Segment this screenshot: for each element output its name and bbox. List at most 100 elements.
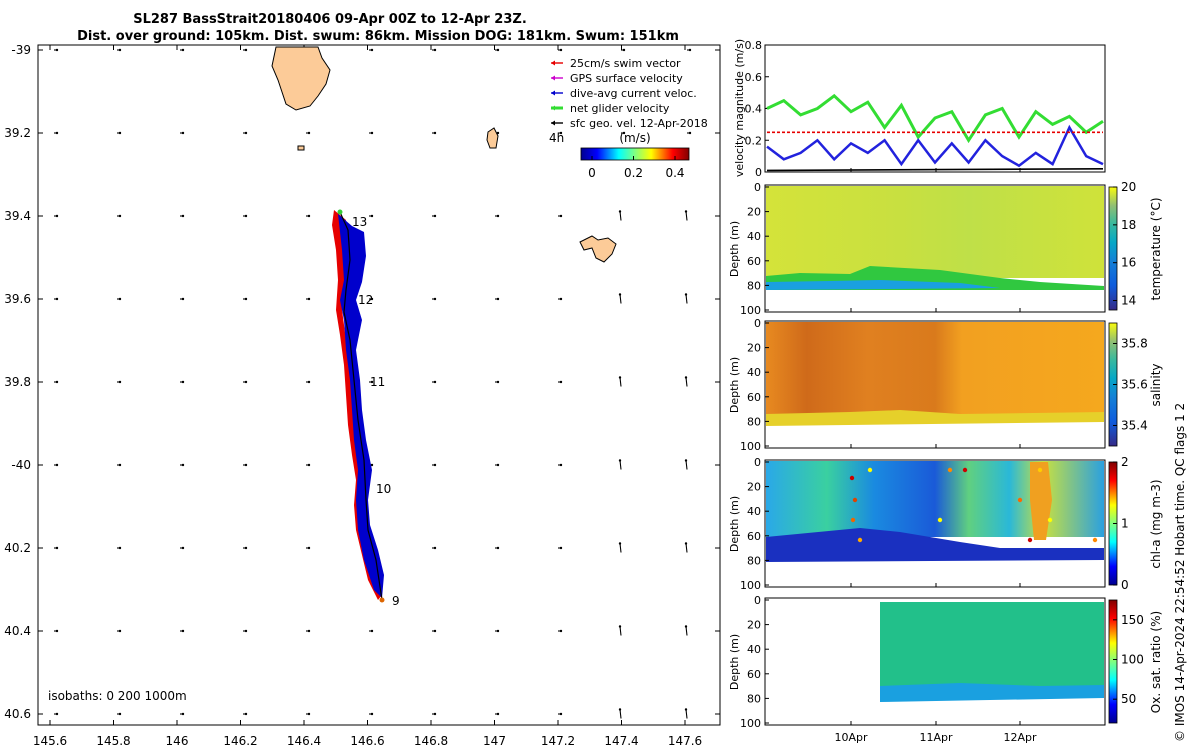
legend-arrowhead <box>551 90 555 96</box>
velocity-series-line <box>766 124 1104 168</box>
surface-velocity-arrowhead <box>496 463 500 467</box>
map-x-tick-label: 145.6 <box>33 734 67 748</box>
legend-arrowhead <box>551 60 555 66</box>
depth-tick-label: 20 <box>747 206 761 219</box>
current-swath <box>338 214 384 598</box>
surface-velocity-arrowhead <box>618 210 622 213</box>
track-start-point <box>379 597 385 603</box>
surface-velocity-arrowhead <box>559 712 563 716</box>
map-legend: 25cm/s swim vector GPS surface velocity di… <box>551 57 708 130</box>
oxygen-field <box>880 602 1104 686</box>
depth-tick-label: 40 <box>747 643 761 656</box>
surface-velocity-arrowhead <box>118 629 122 633</box>
depth-tick-label: 80 <box>747 279 761 292</box>
map-x-tick-label: 146.2 <box>223 734 257 748</box>
surface-velocity-arrow <box>685 377 688 387</box>
chl-a-sample-dot <box>852 497 858 503</box>
surface-velocity-arrowhead <box>684 625 688 628</box>
map-x-tick-label: 147.4 <box>604 734 638 748</box>
velocity-y-tick-label: 0.8 <box>745 39 763 52</box>
legend-entry: net glider velocity <box>570 102 670 115</box>
surface-velocity-arrow <box>685 294 688 304</box>
surface-velocity-arrowhead <box>55 712 59 716</box>
map-y-tick-label: 39.4 <box>4 209 31 223</box>
surface-velocity-arrowhead <box>307 380 311 384</box>
surface-velocity-arrowhead <box>181 380 185 384</box>
velocity-ylabel: velocity magnitude (m/s) <box>733 39 746 177</box>
surface-velocity-arrowhead <box>118 131 122 135</box>
velocity-y-tick-label: 0 <box>755 166 762 179</box>
velocity-series <box>766 93 1104 172</box>
surface-velocity-arrowhead <box>370 380 374 384</box>
chl-a-field <box>766 461 1104 537</box>
depth-tick-label: 40 <box>747 505 761 518</box>
surface-velocity-arrowhead <box>684 376 688 379</box>
surface-velocity-arrowhead <box>181 712 185 716</box>
land-islet-c <box>297 145 305 151</box>
day-label: 10 <box>376 482 391 496</box>
chl-a-sample-dot <box>1092 537 1098 543</box>
surface-velocity-arrowhead <box>496 546 500 550</box>
chl-a-sample-dot <box>1037 467 1043 473</box>
surface-velocity-arrow <box>619 211 622 221</box>
surface-velocity-arrowhead <box>244 629 248 633</box>
surface-velocity-arrowhead <box>433 131 437 135</box>
surface-velocity-arrowhead <box>559 214 563 218</box>
surface-velocity-arrowhead <box>244 546 248 550</box>
temperature-panel-frame <box>764 184 1106 313</box>
surface-velocity-arrowhead <box>433 463 437 467</box>
surface-velocity-arrowhead <box>55 131 59 135</box>
depth-tick-label: 60 <box>747 391 761 404</box>
swim-vector-swath <box>332 210 382 600</box>
salinity-field <box>766 322 1104 414</box>
surface-velocity-arrowhead <box>181 546 185 550</box>
surface-velocity-arrowhead <box>370 463 374 467</box>
surface-velocity-arrowhead <box>496 214 500 218</box>
surface-velocity-arrowhead <box>244 48 248 52</box>
velocity-y-tick-label: 0.6 <box>745 71 763 84</box>
surface-velocity-arrowhead <box>55 48 59 52</box>
legend-arrowhead <box>551 105 555 111</box>
map-colorbar <box>580 147 690 161</box>
chl-a-bottom-layer <box>766 528 1104 562</box>
surface-velocity-arrowhead <box>684 708 688 711</box>
chl-a-sample-dot <box>937 517 943 523</box>
legend-entry: dive-avg current veloc. <box>570 87 697 100</box>
panel-colorbar-tick-label: 14 <box>1121 294 1136 308</box>
surface-velocity-arrowhead <box>181 297 185 301</box>
track-end-point <box>337 209 343 215</box>
legend-time-label: 4h <box>549 131 564 145</box>
map-colorbar-ticks: 0 0.2 0.4 <box>588 156 685 180</box>
surface-velocity-arrowhead <box>496 712 500 716</box>
surface-velocity-arrowhead <box>684 459 688 462</box>
land-islet-b <box>579 235 617 263</box>
map-y-tick-label: -40 <box>11 458 31 472</box>
depth-tick-label: 100 <box>740 440 761 453</box>
velocity-series-line <box>766 93 1104 144</box>
surface-velocity-arrow <box>619 294 622 304</box>
map-x-tick-label: 146.6 <box>350 734 384 748</box>
surface-velocity-arrowhead <box>244 463 248 467</box>
panel-colorbar-tick-label: 35.4 <box>1121 419 1148 433</box>
chl-a-sample-dot <box>867 467 873 473</box>
panel-ticks: 0 20 40 60 80 100 Depth (m) 0 20 40 60 80 100 Depth (… <box>728 168 1037 744</box>
panel-colorbar-label: salinity <box>1149 363 1163 406</box>
map-x-tick-label: 147.2 <box>541 734 575 748</box>
title-line-2: Dist. over ground: 105km. Dist. swum: 86… <box>77 29 679 44</box>
depth-tick-label: 20 <box>747 342 761 355</box>
surface-velocity-arrowhead <box>559 546 563 550</box>
day-label: 9 <box>392 594 400 608</box>
surface-velocity-arrow <box>685 460 688 470</box>
depth-axis-label: Depth (m) <box>728 496 741 552</box>
depth-tick-label: 60 <box>747 255 761 268</box>
surface-velocity-arrowhead <box>433 712 437 716</box>
panel-colorbar-tick-label: 100 <box>1121 653 1144 667</box>
surface-velocity-arrowhead <box>55 297 59 301</box>
surface-velocity-arrow <box>619 626 622 636</box>
velocity-y-tick-label: 0.4 <box>745 103 763 116</box>
surface-velocity-arrowhead <box>370 712 374 716</box>
isobaths-label: isobaths: 0 200 1000m <box>48 689 187 703</box>
surface-velocity-arrowhead <box>496 629 500 633</box>
surface-velocity-arrowhead <box>433 297 437 301</box>
